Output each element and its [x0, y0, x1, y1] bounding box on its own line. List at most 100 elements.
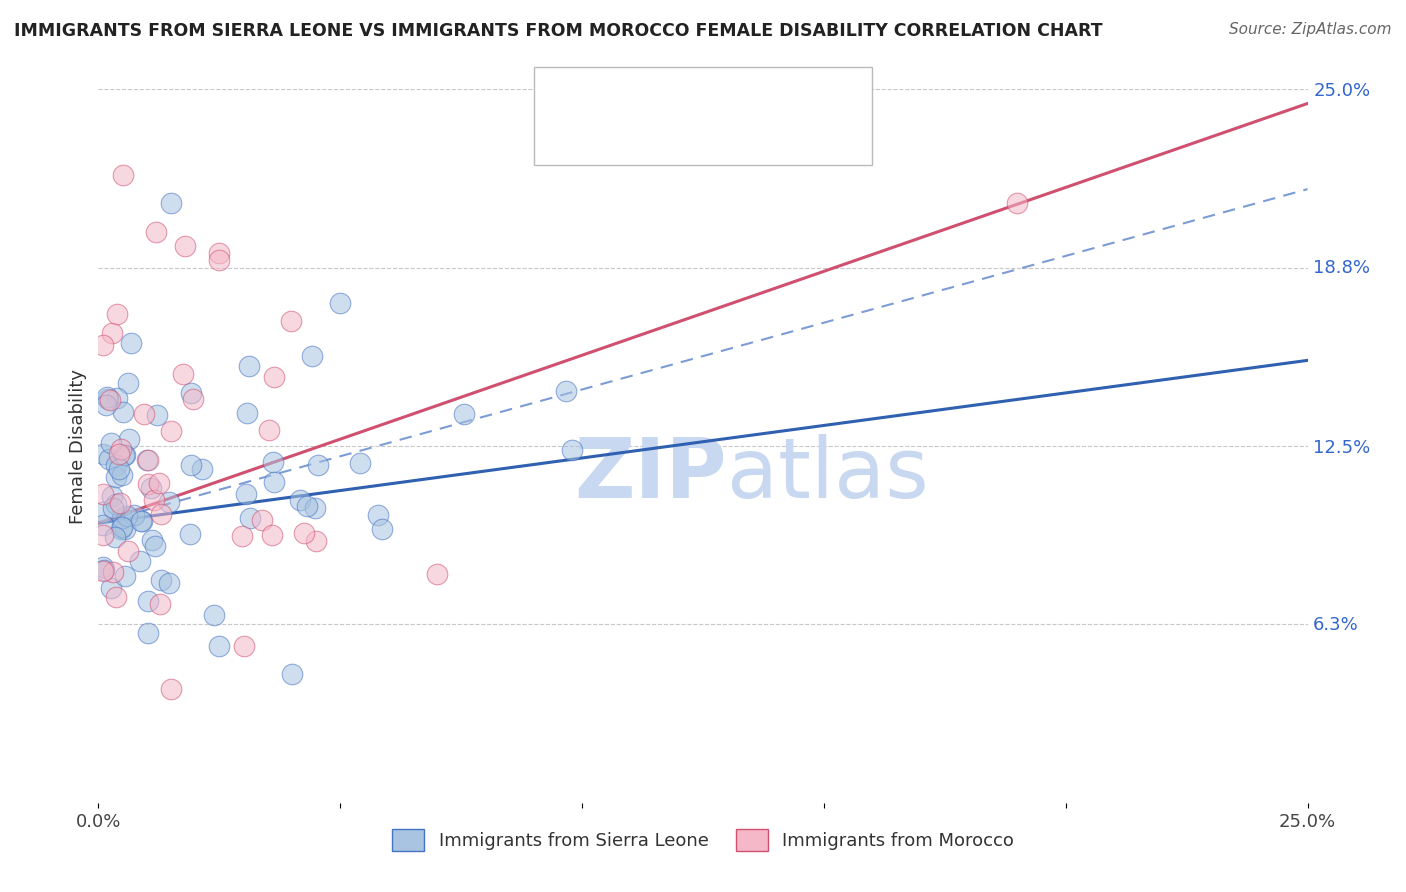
- Point: [235, 487, 257, 501]
- Text: IMMIGRANTS FROM SIERRA LEONE VS IMMIGRANTS FROM MOROCCO FEMALE DISABILITY CORREL: IMMIGRANTS FROM SIERRA LEONE VS IMMIGRAN…: [14, 22, 1102, 40]
- Point: [96, 391, 118, 405]
- Point: [111, 405, 134, 419]
- Point: [157, 495, 180, 509]
- Point: [349, 456, 371, 470]
- Point: [191, 462, 214, 476]
- Point: [112, 448, 135, 462]
- Point: [204, 608, 226, 623]
- Point: [111, 519, 134, 533]
- Point: [132, 407, 155, 421]
- Text: N =: N =: [731, 126, 772, 145]
- Point: [101, 500, 124, 515]
- Point: [108, 447, 131, 461]
- Point: [122, 508, 145, 522]
- Point: [453, 407, 475, 421]
- Text: R =: R =: [607, 126, 648, 145]
- Point: [301, 349, 323, 363]
- Point: [111, 510, 134, 524]
- Point: [91, 487, 114, 501]
- Point: [141, 533, 163, 548]
- Y-axis label: Female Disability: Female Disability: [69, 368, 87, 524]
- Point: [111, 468, 134, 483]
- Point: [263, 370, 285, 384]
- Point: [146, 408, 169, 422]
- Point: [180, 458, 202, 472]
- Point: [91, 564, 114, 578]
- Text: 0.190: 0.190: [654, 87, 713, 106]
- Point: [149, 597, 172, 611]
- Point: [179, 527, 201, 541]
- Point: [91, 528, 114, 542]
- Point: [263, 475, 285, 489]
- Point: [180, 386, 202, 401]
- Point: [367, 508, 389, 523]
- Point: [110, 442, 132, 457]
- Point: [232, 639, 254, 653]
- Point: [114, 449, 136, 463]
- Point: [94, 398, 117, 412]
- Point: [105, 307, 128, 321]
- Point: [160, 681, 183, 696]
- Point: [208, 245, 231, 260]
- Point: [91, 517, 114, 532]
- Point: [117, 544, 139, 558]
- Point: [257, 423, 280, 437]
- FancyBboxPatch shape: [550, 80, 596, 113]
- Point: [131, 514, 153, 528]
- Point: [208, 639, 231, 653]
- Point: [93, 563, 115, 577]
- Point: [280, 314, 302, 328]
- Text: N =: N =: [731, 87, 772, 106]
- Point: [239, 511, 262, 525]
- Point: [129, 514, 152, 528]
- Point: [138, 453, 160, 467]
- Point: [297, 500, 319, 514]
- Point: [307, 458, 329, 472]
- Point: [105, 392, 128, 406]
- Point: [91, 338, 114, 352]
- Point: [136, 626, 159, 640]
- Point: [139, 481, 162, 495]
- Point: [128, 554, 150, 568]
- Point: [108, 496, 131, 510]
- Point: [105, 497, 128, 511]
- Point: [136, 593, 159, 607]
- Point: [101, 565, 124, 579]
- Point: [136, 477, 159, 491]
- Point: [329, 296, 352, 310]
- Point: [104, 530, 127, 544]
- Point: [120, 336, 142, 351]
- Point: [114, 569, 136, 583]
- Point: [114, 522, 136, 536]
- Point: [290, 493, 312, 508]
- Point: [142, 493, 165, 508]
- Point: [305, 534, 328, 549]
- Point: [304, 501, 326, 516]
- Point: [110, 522, 132, 536]
- Point: [159, 425, 181, 439]
- Point: [98, 392, 121, 407]
- FancyBboxPatch shape: [550, 119, 596, 152]
- Point: [174, 239, 197, 253]
- Point: [250, 512, 273, 526]
- Point: [91, 505, 114, 519]
- Point: [100, 436, 122, 450]
- Text: 0.380: 0.380: [654, 126, 713, 145]
- Point: [1007, 196, 1029, 211]
- Point: [238, 359, 260, 373]
- Text: 68: 68: [773, 87, 800, 106]
- Point: [281, 667, 304, 681]
- Point: [262, 455, 284, 469]
- Point: [150, 507, 173, 521]
- Point: [108, 462, 131, 476]
- Point: [111, 168, 134, 182]
- Point: [157, 576, 180, 591]
- Point: [97, 451, 120, 466]
- Text: 35: 35: [773, 126, 800, 145]
- Point: [118, 432, 141, 446]
- Point: [561, 443, 583, 458]
- Text: atlas: atlas: [727, 434, 929, 515]
- Point: [105, 470, 128, 484]
- Point: [91, 560, 114, 574]
- Point: [104, 590, 127, 604]
